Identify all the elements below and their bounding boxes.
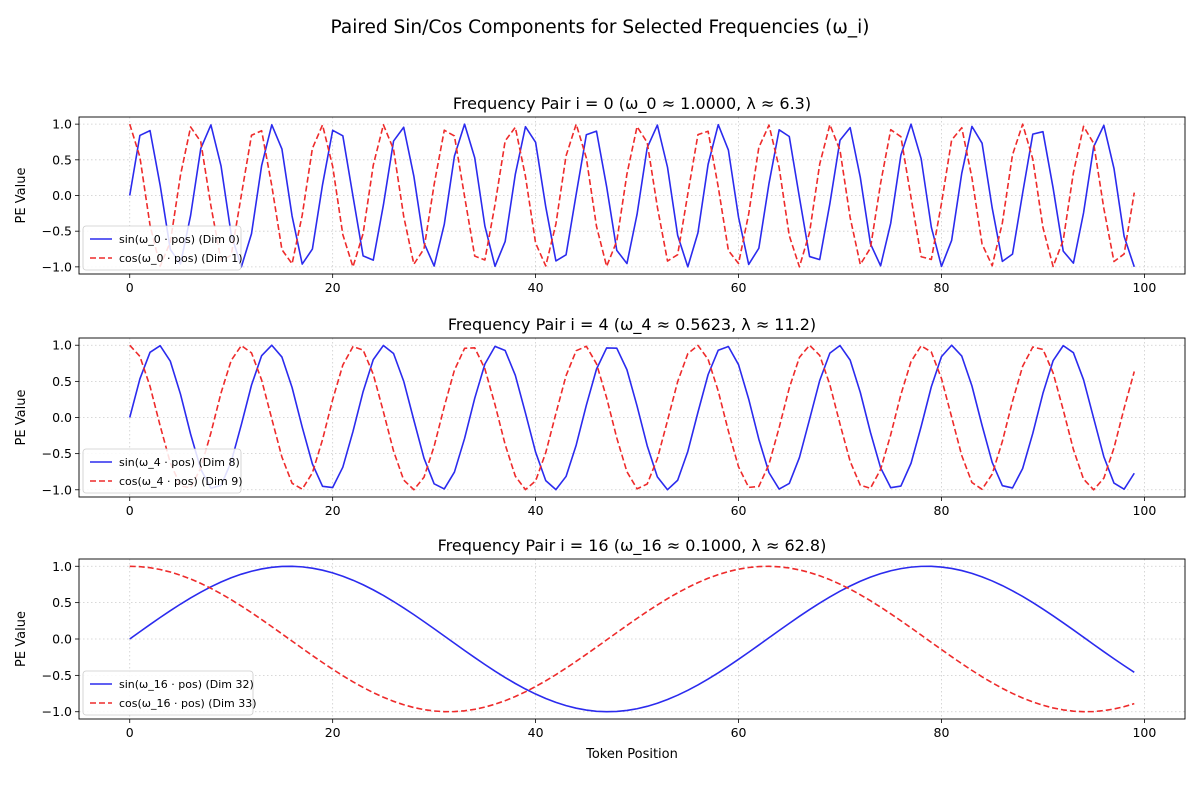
y-tick-label: 0.5	[52, 595, 72, 610]
y-tick-label: 0.0	[52, 188, 72, 203]
y-tick-label: −1.0	[42, 259, 72, 274]
series-line-cos	[129, 344, 1136, 491]
legend-label: sin(ω_4 · pos) (Dim 8)	[119, 456, 240, 469]
x-tick-label: 80	[934, 725, 950, 740]
x-tick-label: 100	[1132, 503, 1156, 518]
legend-label: cos(ω_16 · pos) (Dim 33)	[119, 697, 257, 710]
y-tick-label: 1.0	[52, 559, 72, 574]
x-tick-label: 60	[731, 503, 747, 518]
subplot-title: Frequency Pair i = 16 (ω_16 ≈ 0.1000, λ …	[438, 536, 827, 556]
grid	[79, 338, 1185, 497]
series-line-sin	[129, 565, 1135, 713]
x-tick-label: 60	[731, 280, 747, 295]
legend-box	[82, 448, 242, 494]
legend: sin(ω_16 · pos) (Dim 32) cos(ω_16 · pos) …	[82, 670, 257, 716]
x-tick-label: 80	[934, 280, 950, 295]
x-tick-label: 40	[528, 503, 544, 518]
legend-box	[82, 670, 254, 716]
y-tick-label: −1.0	[42, 704, 72, 719]
series-line-cos	[129, 565, 1135, 713]
axes-frame	[78, 558, 1186, 720]
subplot-1: Frequency Pair i = 4 (ω_4 ≈ 0.5623, λ ≈ …	[14, 315, 1186, 518]
legend: sin(ω_0 · pos) (Dim 0) cos(ω_0 · pos) (Di…	[82, 225, 243, 271]
y-tick-label: 0.5	[52, 152, 72, 167]
y-axis-label: PE Value	[14, 168, 29, 224]
x-tick-label: 0	[126, 725, 134, 740]
y-axis-label: PE Value	[14, 611, 29, 667]
x-tick-label: 20	[325, 725, 341, 740]
y-tick-label: −0.5	[42, 446, 72, 461]
subplot-title: Frequency Pair i = 4 (ω_4 ≈ 0.5623, λ ≈ …	[448, 315, 816, 335]
x-tick-label: 60	[731, 725, 747, 740]
x-tick-label: 0	[126, 503, 134, 518]
legend-label: sin(ω_16 · pos) (Dim 32)	[119, 678, 254, 691]
x-tick-label: 20	[325, 280, 341, 295]
grid	[79, 559, 1185, 719]
y-tick-label: 1.0	[52, 338, 72, 353]
series-line-sin	[128, 344, 1135, 491]
x-tick-label: 80	[934, 503, 950, 518]
y-axis-label: PE Value	[14, 390, 29, 446]
x-tick-label: 100	[1132, 725, 1156, 740]
y-tick-label: 0.5	[52, 374, 72, 389]
subplot-title: Frequency Pair i = 0 (ω_0 ≈ 1.0000, λ ≈ …	[453, 94, 811, 114]
legend: sin(ω_4 · pos) (Dim 8) cos(ω_4 · pos) (Di…	[82, 448, 243, 494]
series-line-cos	[128, 123, 1136, 268]
y-tick-label: 0.0	[52, 410, 72, 425]
legend-label: cos(ω_4 · pos) (Dim 9)	[119, 475, 243, 488]
subplot-2: Frequency Pair i = 16 (ω_16 ≈ 0.1000, λ …	[14, 536, 1186, 762]
y-tick-label: −0.5	[42, 224, 72, 239]
y-tick-label: −0.5	[42, 668, 72, 683]
figure-suptitle: Paired Sin/Cos Components for Selected F…	[331, 17, 870, 38]
axes-frame	[78, 116, 1186, 275]
legend-box	[82, 225, 242, 271]
x-axis-label: Token Position	[585, 747, 678, 762]
y-tick-label: −1.0	[42, 482, 72, 497]
legend-label: sin(ω_0 · pos) (Dim 0)	[119, 233, 240, 246]
x-tick-label: 40	[528, 280, 544, 295]
y-tick-label: 1.0	[52, 117, 72, 132]
y-tick-label: 0.0	[52, 632, 72, 647]
subplot-0: Frequency Pair i = 0 (ω_0 ≈ 1.0000, λ ≈ …	[14, 94, 1186, 295]
x-tick-label: 0	[126, 280, 134, 295]
legend-label: cos(ω_0 · pos) (Dim 1)	[119, 252, 243, 265]
x-tick-label: 40	[528, 725, 544, 740]
x-tick-label: 20	[325, 503, 341, 518]
axes-frame	[78, 337, 1186, 498]
x-tick-label: 100	[1132, 280, 1156, 295]
